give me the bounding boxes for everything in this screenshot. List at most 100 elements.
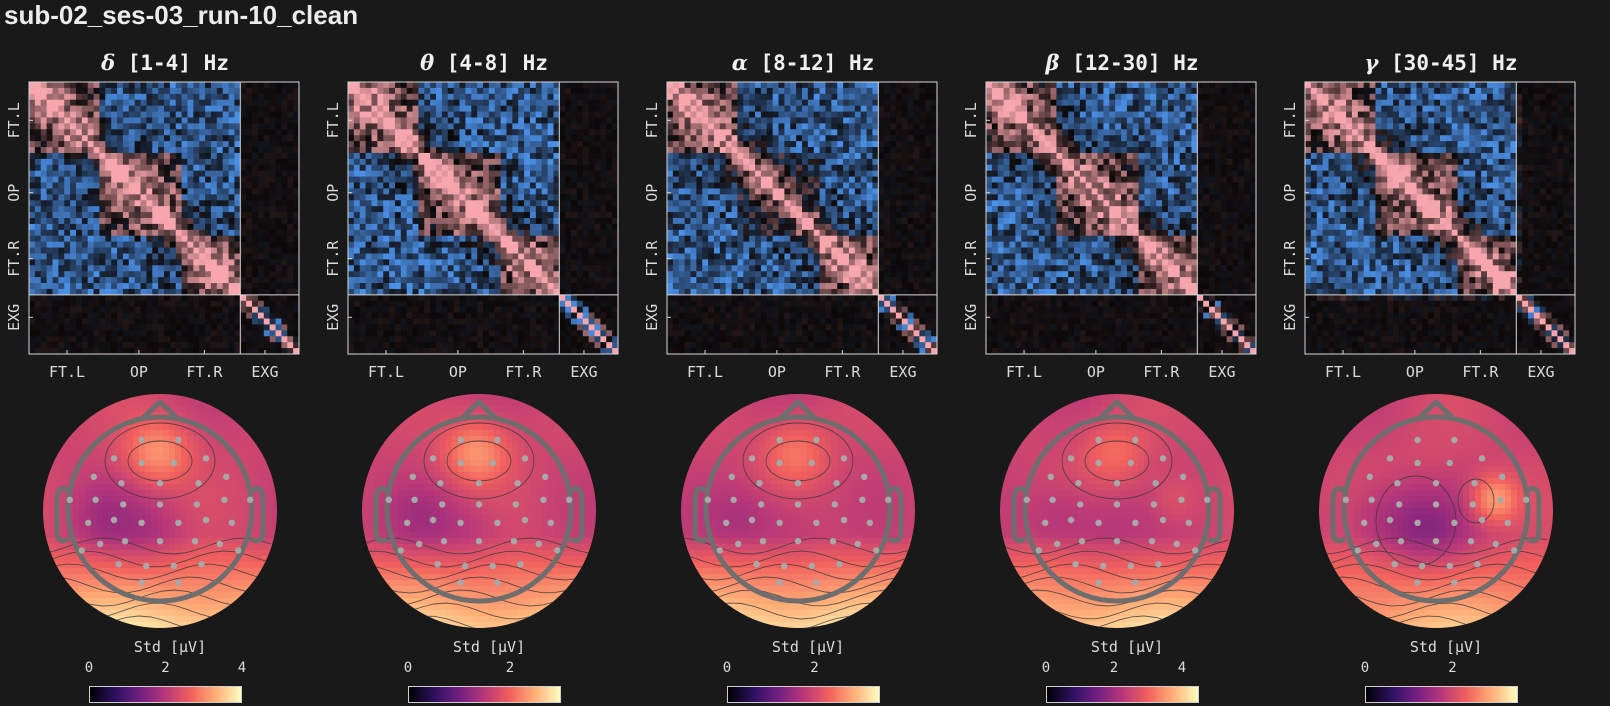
matrix-cell bbox=[535, 105, 543, 112]
matrix-cell bbox=[383, 330, 390, 337]
matrix-cell bbox=[535, 158, 543, 166]
matrix-cell bbox=[483, 123, 490, 130]
matrix-cell bbox=[400, 129, 408, 136]
matrix-cell bbox=[529, 348, 537, 355]
matrix-cell bbox=[465, 229, 472, 237]
matrix-cell bbox=[193, 206, 200, 213]
matrix-cell bbox=[843, 129, 850, 136]
matrix-cell bbox=[187, 176, 194, 183]
matrix-cell bbox=[216, 223, 224, 231]
matrix-cell bbox=[424, 135, 431, 142]
matrix-cell bbox=[246, 300, 253, 308]
matrix-cell bbox=[365, 123, 372, 130]
matrix-cell bbox=[140, 87, 147, 95]
matrix-cell bbox=[453, 188, 460, 195]
matrix-cell bbox=[553, 223, 560, 231]
matrix-cell bbox=[293, 123, 300, 130]
matrix-cell bbox=[571, 158, 578, 166]
matrix-cell bbox=[719, 135, 727, 142]
matrix-cell bbox=[447, 330, 455, 337]
sensor-dot bbox=[235, 547, 242, 554]
matrix-cell bbox=[75, 188, 83, 195]
matrix-cell bbox=[535, 200, 543, 207]
matrix-cell bbox=[252, 129, 259, 136]
matrix-cell bbox=[105, 170, 112, 178]
matrix-cell bbox=[441, 158, 449, 166]
matrix-cell bbox=[529, 277, 537, 284]
matrix-cell bbox=[837, 105, 844, 112]
matrix-cell bbox=[553, 212, 560, 219]
matrix-cell bbox=[111, 324, 118, 331]
matrix-cell bbox=[719, 117, 727, 124]
matrix-cell bbox=[424, 253, 431, 260]
matrix-cell bbox=[365, 294, 372, 302]
matrix-cell bbox=[488, 235, 496, 243]
matrix-cell bbox=[424, 300, 431, 308]
sensor-dot bbox=[409, 473, 416, 480]
matrix-cell bbox=[412, 99, 419, 107]
matrix-cell bbox=[52, 212, 59, 219]
matrix-cell bbox=[901, 99, 909, 107]
matrix-cell bbox=[612, 117, 619, 124]
matrix-cell bbox=[371, 188, 378, 195]
matrix-cell bbox=[240, 200, 247, 207]
matrix-cell bbox=[418, 147, 425, 154]
matrix-cell bbox=[287, 194, 294, 201]
matrix-cell bbox=[210, 218, 218, 225]
matrix-cell bbox=[81, 294, 89, 302]
matrix-cell bbox=[75, 241, 83, 248]
matrix-cell bbox=[612, 212, 619, 219]
matrix-cell bbox=[359, 336, 367, 343]
matrix-cell bbox=[612, 271, 619, 278]
matrix-cell bbox=[594, 200, 601, 207]
matrix-cell bbox=[287, 247, 294, 254]
matrix-cell bbox=[134, 229, 141, 237]
matrix-cell bbox=[524, 235, 531, 243]
matrix-cell bbox=[175, 235, 183, 243]
matrix-cell bbox=[175, 342, 183, 349]
matrix-cell bbox=[111, 253, 118, 260]
matrix-cell bbox=[459, 135, 466, 142]
matrix-cell bbox=[430, 129, 437, 136]
matrix-cell bbox=[257, 194, 265, 201]
matrix-cell bbox=[365, 253, 372, 260]
matrix-cell bbox=[524, 342, 531, 349]
matrix-cell bbox=[228, 135, 235, 142]
matrix-cell bbox=[529, 330, 537, 337]
matrix-cell bbox=[348, 194, 355, 201]
matrix-cell bbox=[848, 111, 856, 118]
matrix-cell bbox=[565, 212, 572, 219]
matrix-cell bbox=[813, 135, 821, 142]
matrix-cell bbox=[252, 294, 259, 302]
matrix-cell bbox=[524, 229, 531, 237]
matrix-cell bbox=[210, 235, 218, 243]
matrix-cell bbox=[872, 147, 879, 154]
matrix-cell bbox=[843, 82, 850, 89]
matrix-cell bbox=[488, 170, 496, 178]
matrix-cell bbox=[790, 152, 797, 160]
matrix-cell bbox=[477, 229, 484, 237]
matrix-cell bbox=[263, 283, 271, 290]
matrix-cell bbox=[216, 271, 224, 278]
matrix-cell bbox=[702, 87, 709, 95]
matrix-cell bbox=[477, 247, 484, 254]
matrix-cell bbox=[34, 170, 42, 178]
matrix-cell bbox=[105, 141, 112, 148]
matrix-cell bbox=[441, 312, 449, 319]
matrix-cell bbox=[365, 93, 372, 101]
matrix-cell bbox=[263, 306, 271, 314]
matrix-cell bbox=[134, 164, 141, 172]
matrix-cell bbox=[383, 87, 390, 95]
matrix-cell bbox=[175, 99, 183, 107]
matrix-cell bbox=[122, 182, 130, 189]
matrix-cell bbox=[872, 82, 879, 89]
matrix-cell bbox=[99, 229, 106, 237]
matrix-cell bbox=[371, 117, 378, 124]
matrix-cell bbox=[582, 194, 590, 201]
matrix-cell bbox=[275, 188, 282, 195]
matrix-cell bbox=[111, 176, 118, 183]
matrix-cell bbox=[175, 147, 183, 154]
matrix-cell bbox=[293, 253, 300, 260]
matrix-cell bbox=[708, 123, 715, 130]
matrix-cell bbox=[925, 141, 932, 148]
